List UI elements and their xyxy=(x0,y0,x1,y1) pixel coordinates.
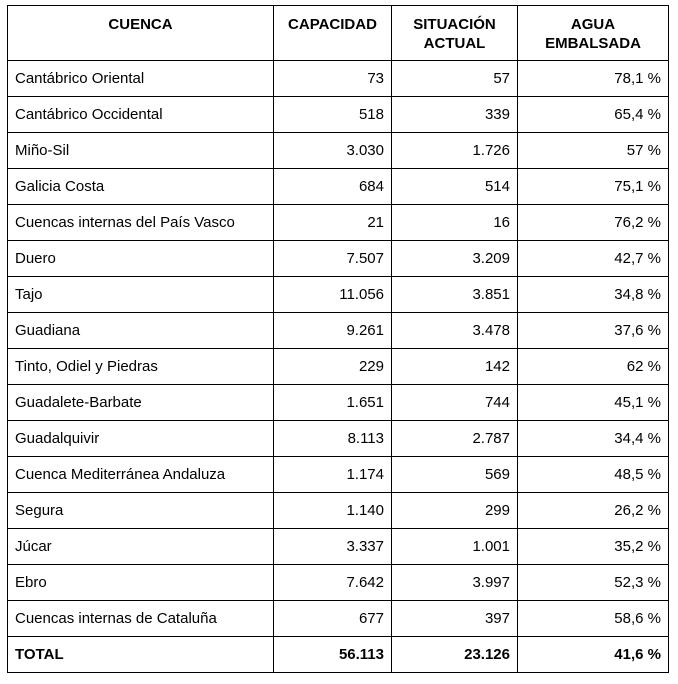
capacidad-cell: 518 xyxy=(273,96,392,133)
situacion-cell: 744 xyxy=(391,384,518,421)
capacidad-cell: 73 xyxy=(273,60,392,97)
cuenca-cell: Duero xyxy=(7,240,274,277)
cuenca-cell: Miño-Sil xyxy=(7,132,274,169)
situacion-cell: 569 xyxy=(391,456,518,493)
agua-embalsada-cell: 45,1 % xyxy=(517,384,669,421)
capacidad-cell: 3.337 xyxy=(273,528,392,565)
cuenca-cell: Tinto, Odiel y Piedras xyxy=(7,348,274,385)
agua-embalsada-cell: 75,1 % xyxy=(517,168,669,205)
capacidad-cell: 677 xyxy=(273,600,392,637)
agua-embalsada-cell: 34,8 % xyxy=(517,276,669,313)
header-capacidad: CAPACIDAD xyxy=(273,5,392,61)
table-row: Duero 7.507 3.209 42,7 % xyxy=(7,240,669,277)
agua-embalsada-cell: 57 % xyxy=(517,132,669,169)
capacidad-cell: 3.030 xyxy=(273,132,392,169)
agua-embalsada-cell: 26,2 % xyxy=(517,492,669,529)
situacion-cell: 299 xyxy=(391,492,518,529)
situacion-cell: 3.997 xyxy=(391,564,518,601)
capacidad-cell: 229 xyxy=(273,348,392,385)
agua-embalsada-cell: 52,3 % xyxy=(517,564,669,601)
cuenca-cell: Guadalete-Barbate xyxy=(7,384,274,421)
capacidad-cell: 21 xyxy=(273,204,392,241)
situacion-cell: 397 xyxy=(391,600,518,637)
cuenca-cell: Cuenca Mediterránea Andaluza xyxy=(7,456,274,493)
total-situacion-cell: 23.126 xyxy=(391,636,518,673)
situacion-cell: 2.787 xyxy=(391,420,518,457)
agua-embalsada-cell: 35,2 % xyxy=(517,528,669,565)
agua-embalsada-cell: 78,1 % xyxy=(517,60,669,97)
table-row: Tinto, Odiel y Piedras 229 142 62 % xyxy=(7,348,669,385)
capacidad-cell: 1.174 xyxy=(273,456,392,493)
cuenca-cell: Segura xyxy=(7,492,274,529)
situacion-cell: 1.726 xyxy=(391,132,518,169)
table-row: Cuencas internas de Cataluña 677 397 58,6 % xyxy=(7,600,669,637)
table-row: Segura 1.140 299 26,2 % xyxy=(7,492,669,529)
situacion-cell: 514 xyxy=(391,168,518,205)
table-row: Guadalete-Barbate 1.651 744 45,1 % xyxy=(7,384,669,421)
agua-embalsada-cell: 37,6 % xyxy=(517,312,669,349)
table-row: Guadiana 9.261 3.478 37,6 % xyxy=(7,312,669,349)
table-row: Cantábrico Oriental 73 57 78,1 % xyxy=(7,60,669,97)
capacidad-cell: 684 xyxy=(273,168,392,205)
situacion-cell: 3.209 xyxy=(391,240,518,277)
table-row: Ebro 7.642 3.997 52,3 % xyxy=(7,564,669,601)
table-row: Galicia Costa 684 514 75,1 % xyxy=(7,168,669,205)
total-row: TOTAL 56.113 23.126 41,6 % xyxy=(7,636,669,673)
capacidad-cell: 8.113 xyxy=(273,420,392,457)
situacion-cell: 3.851 xyxy=(391,276,518,313)
reservoir-table: CUENCA CAPACIDAD SITUACIÓN ACTUAL AGUA E… xyxy=(7,5,669,673)
capacidad-cell: 9.261 xyxy=(273,312,392,349)
situacion-cell: 1.001 xyxy=(391,528,518,565)
cuenca-cell: Galicia Costa xyxy=(7,168,274,205)
capacidad-cell: 1.651 xyxy=(273,384,392,421)
cuenca-cell: Guadalquivir xyxy=(7,420,274,457)
table-row: Júcar 3.337 1.001 35,2 % xyxy=(7,528,669,565)
situacion-cell: 57 xyxy=(391,60,518,97)
header-cuenca: CUENCA xyxy=(7,5,274,61)
header-agua-embalsada: AGUA EMBALSADA xyxy=(517,5,669,61)
situacion-cell: 16 xyxy=(391,204,518,241)
header-situacion-actual: SITUACIÓN ACTUAL xyxy=(391,5,518,61)
situacion-cell: 142 xyxy=(391,348,518,385)
situacion-cell: 3.478 xyxy=(391,312,518,349)
agua-embalsada-cell: 58,6 % xyxy=(517,600,669,637)
cuenca-cell: Júcar xyxy=(7,528,274,565)
agua-embalsada-cell: 48,5 % xyxy=(517,456,669,493)
cuenca-cell: Cantábrico Occidental xyxy=(7,96,274,133)
agua-embalsada-cell: 65,4 % xyxy=(517,96,669,133)
header-row: CUENCA CAPACIDAD SITUACIÓN ACTUAL AGUA E… xyxy=(7,5,669,61)
table-row: Cuenca Mediterránea Andaluza 1.174 569 48,5… xyxy=(7,456,669,493)
agua-embalsada-cell: 76,2 % xyxy=(517,204,669,241)
cuenca-cell: Tajo xyxy=(7,276,274,313)
total-cuenca-cell: TOTAL xyxy=(7,636,274,673)
capacidad-cell: 7.507 xyxy=(273,240,392,277)
cuenca-cell: Cantábrico Oriental xyxy=(7,60,274,97)
cuenca-cell: Cuencas internas de Cataluña xyxy=(7,600,274,637)
capacidad-cell: 1.140 xyxy=(273,492,392,529)
capacidad-cell: 7.642 xyxy=(273,564,392,601)
table-row: Guadalquivir 8.113 2.787 34,4 % xyxy=(7,420,669,457)
agua-embalsada-cell: 42,7 % xyxy=(517,240,669,277)
total-agua-embalsada-cell: 41,6 % xyxy=(517,636,669,673)
table-row: Miño-Sil 3.030 1.726 57 % xyxy=(7,132,669,169)
cuenca-cell: Ebro xyxy=(7,564,274,601)
cuenca-cell: Cuencas internas del País Vasco xyxy=(7,204,274,241)
table-row: Cantábrico Occidental 518 339 65,4 % xyxy=(7,96,669,133)
table-row: Cuencas internas del País Vasco 21 16 76,2 … xyxy=(7,204,669,241)
cuenca-cell: Guadiana xyxy=(7,312,274,349)
total-capacidad-cell: 56.113 xyxy=(273,636,392,673)
agua-embalsada-cell: 34,4 % xyxy=(517,420,669,457)
table-row: Tajo 11.056 3.851 34,8 % xyxy=(7,276,669,313)
agua-embalsada-cell: 62 % xyxy=(517,348,669,385)
capacidad-cell: 11.056 xyxy=(273,276,392,313)
situacion-cell: 339 xyxy=(391,96,518,133)
